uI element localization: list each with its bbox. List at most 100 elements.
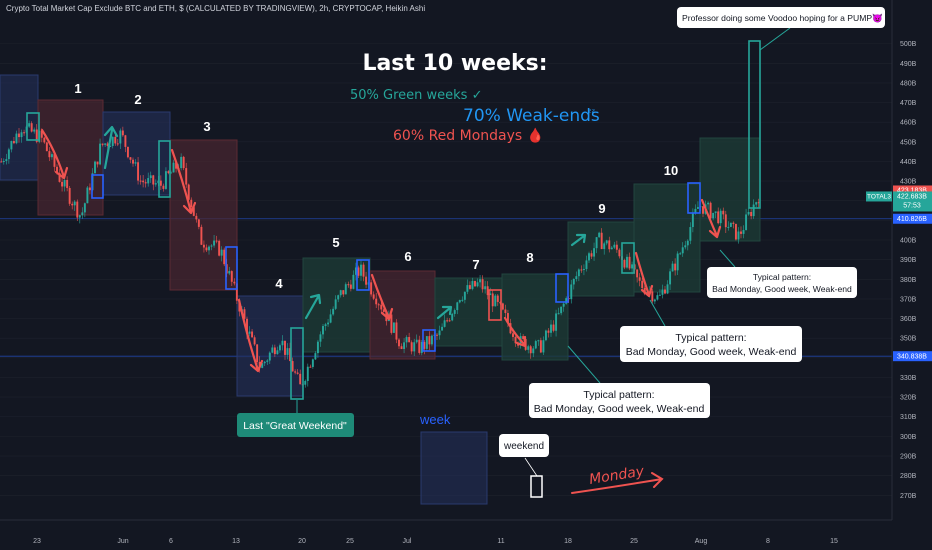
candle-body	[436, 334, 438, 336]
candle-body	[653, 299, 656, 302]
candle-body	[474, 281, 476, 287]
weekend-marker	[26, 112, 40, 141]
great-weekend-callout: Last "Great Weekend"	[237, 400, 354, 437]
green-weeks-text: 50% Green weeks ✓	[350, 88, 482, 103]
candle-body	[694, 208, 697, 214]
candle-body	[96, 161, 99, 165]
candle-body	[235, 283, 238, 301]
candle-body	[0, 161, 3, 163]
candle-body	[491, 293, 494, 307]
callout-box	[499, 434, 549, 457]
candle-body	[99, 143, 102, 165]
candle-body	[354, 267, 357, 275]
typical-callout-2: Typical pattern: Bad Monday, Good week, …	[620, 299, 802, 362]
callout-box	[237, 413, 354, 437]
candle-body	[20, 132, 23, 138]
candle-body	[392, 322, 395, 333]
week-boxes	[0, 74, 761, 397]
candle-body	[669, 271, 672, 285]
candle-body	[750, 211, 753, 217]
candle-body	[661, 289, 664, 295]
candle-body	[403, 342, 406, 349]
candle-body	[400, 346, 403, 349]
callout-pointer	[567, 345, 601, 384]
chart-header-title: Crypto Total Market Cap Exclude BTC and …	[6, 4, 426, 13]
weekend-marker	[290, 327, 304, 400]
candle-body	[570, 284, 573, 300]
candle-body	[557, 313, 560, 315]
candle-body	[375, 298, 378, 305]
candle-body	[641, 280, 644, 288]
candle-body	[560, 306, 563, 314]
x-tick-label: 11	[497, 538, 504, 545]
red-arrow	[40, 128, 69, 180]
candle-body	[423, 342, 426, 349]
candle-body	[296, 372, 299, 374]
candle-body	[651, 291, 654, 302]
candle-body	[61, 181, 64, 187]
legend-week-box	[420, 431, 488, 505]
candle-body	[220, 249, 223, 256]
x-tick-label: 20	[298, 538, 306, 545]
candle-body	[702, 206, 704, 214]
candle-body	[451, 313, 454, 321]
candle-body	[496, 295, 499, 302]
candle-body	[68, 187, 71, 204]
professor-callout: Professor doing some Voodoo hoping for a…	[677, 7, 885, 51]
red-arrow	[370, 273, 394, 321]
candle-body	[428, 336, 431, 345]
candle-body	[311, 359, 314, 367]
weekend-marker	[488, 289, 502, 321]
candle-body	[213, 240, 216, 246]
candle-body	[175, 162, 178, 169]
candle-body	[126, 146, 129, 158]
candle-body	[154, 183, 157, 185]
price-scale	[892, 0, 932, 520]
candle-body	[636, 269, 639, 278]
candle-body	[268, 352, 271, 361]
candle-body	[53, 154, 56, 167]
candle-body	[408, 337, 411, 343]
candle-body	[23, 132, 26, 134]
teal-arrow	[570, 233, 587, 247]
red-arrow	[237, 298, 264, 373]
weekend-marker	[555, 273, 569, 303]
candle-body	[724, 214, 727, 228]
candle-body	[58, 173, 61, 182]
level-1-tag	[893, 213, 932, 224]
price-tags: 423.183B 422.683B 57:53 TOTAL3 410.826B …	[866, 185, 932, 362]
candle-body	[152, 175, 155, 185]
weekend-marker	[158, 140, 171, 198]
candle-body	[111, 136, 114, 146]
candle-body	[468, 285, 471, 289]
candle-body	[658, 294, 661, 296]
candle-body	[200, 226, 203, 245]
candle-body	[5, 159, 8, 161]
weekend-marker	[621, 242, 635, 274]
candle-body	[88, 187, 91, 191]
week-number-8: 8	[526, 250, 533, 265]
typical-1-line1: Typical pattern:	[753, 272, 811, 282]
candle-body	[357, 267, 360, 276]
candles	[0, 120, 760, 388]
candle-body	[78, 215, 81, 218]
monday-arrows	[40, 128, 722, 373]
x-tick-label: 23	[33, 538, 41, 545]
candle-body	[605, 240, 608, 244]
candle-body	[35, 129, 38, 142]
candle-body	[197, 219, 200, 227]
y-tick-label: 360B	[900, 316, 917, 323]
candle-body	[370, 282, 373, 295]
candle-body	[276, 350, 279, 355]
candle-body	[757, 202, 760, 204]
weekend-marker	[225, 246, 238, 290]
candle-body	[187, 184, 190, 200]
candle-body	[266, 360, 269, 362]
y-tick-label: 460B	[900, 120, 917, 127]
candle-body	[337, 295, 340, 300]
candle-body	[304, 380, 307, 385]
candle-body	[547, 330, 550, 333]
y-tick-label: 330B	[900, 375, 917, 382]
symbol-text: TOTAL3	[867, 193, 891, 200]
